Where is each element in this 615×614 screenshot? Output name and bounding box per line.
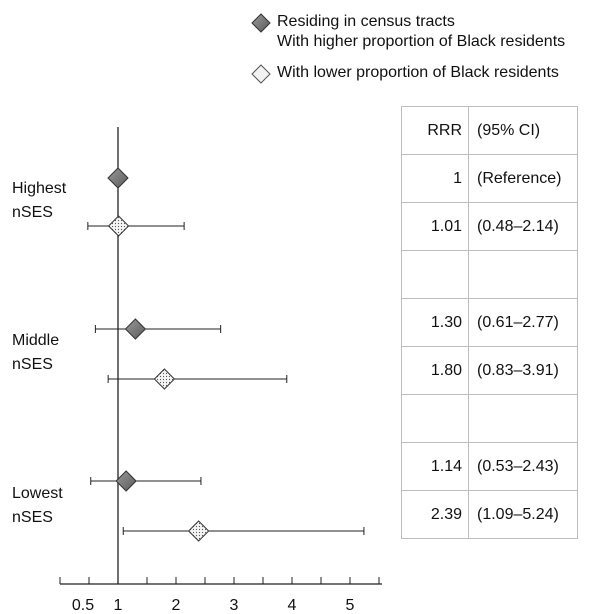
table-row: 1 (Reference) bbox=[401, 154, 578, 203]
legend-light-diamond bbox=[251, 64, 271, 84]
cell-rrr bbox=[401, 394, 469, 443]
table-row bbox=[401, 250, 578, 299]
cell-ci bbox=[468, 394, 578, 443]
group-label-highest-line2: nSES bbox=[12, 204, 53, 221]
cell-rrr: 1.80 bbox=[401, 346, 469, 395]
table-row: 1.14 (0.53–2.43) bbox=[401, 442, 578, 491]
cell-ci: (0.48–2.14) bbox=[468, 202, 578, 251]
table-header-row: RRR (95% CI) bbox=[401, 106, 578, 155]
group-label-middle: Middle nSES bbox=[12, 329, 59, 377]
x-tick-label: 2 bbox=[172, 597, 181, 614]
cell-ci: (1.09–5.24) bbox=[468, 490, 578, 539]
cell-ci: (0.83–3.91) bbox=[468, 346, 578, 395]
legend-label-higher-line1: Residing in census tracts bbox=[277, 13, 455, 30]
rrr-point-higher bbox=[115, 470, 137, 492]
group-label-highest: Highest nSES bbox=[12, 177, 66, 225]
cell-ci: (0.61–2.77) bbox=[468, 298, 578, 347]
rrr-point-lower bbox=[187, 520, 210, 542]
table-row: 1.80 (0.83–3.91) bbox=[401, 346, 578, 395]
x-axis: 0.5 1 2 3 4 5 bbox=[59, 127, 382, 614]
cell-ci bbox=[468, 250, 578, 299]
cell-ci: (0.53–2.43) bbox=[468, 442, 578, 491]
group-label-lowest: Lowest nSES bbox=[12, 482, 63, 530]
cell-rrr: 1.30 bbox=[401, 298, 469, 347]
light-diamond-icon bbox=[250, 63, 272, 85]
cell-rrr: 1.01 bbox=[401, 202, 469, 251]
legend: Residing in census tracts With higher pr… bbox=[250, 12, 565, 85]
legend-diamond-higher bbox=[251, 13, 271, 33]
cell-rrr bbox=[401, 250, 469, 299]
legend-label-higher-line2: With higher proportion of Black resident… bbox=[277, 33, 566, 50]
group-label-lowest-line2: nSES bbox=[12, 509, 53, 526]
table-row: 1.30 (0.61–2.77) bbox=[401, 298, 578, 347]
table-row: 1.01 (0.48–2.14) bbox=[401, 202, 578, 251]
plot-marks bbox=[87, 167, 365, 542]
table-row: 2.39 (1.09–5.24) bbox=[401, 490, 578, 539]
group-label-middle-line2: nSES bbox=[12, 356, 53, 373]
dark-diamond-icon bbox=[250, 12, 272, 34]
legend-diamond-lower bbox=[251, 64, 271, 84]
rrr-point-lower bbox=[153, 368, 176, 390]
x-tick-label: 1 bbox=[114, 597, 123, 614]
rrr-point-lower bbox=[107, 215, 130, 237]
header-ci: (95% CI) bbox=[468, 106, 578, 155]
group-label-highest-line1: Highest bbox=[12, 180, 67, 197]
cell-rrr: 2.39 bbox=[401, 490, 469, 539]
legend-dark-diamond bbox=[251, 13, 271, 33]
group-label-middle-line1: Middle bbox=[12, 332, 60, 349]
x-tick-label: 4 bbox=[288, 597, 297, 614]
legend-item-lower: With lower proportion of Black residents bbox=[250, 63, 565, 85]
rrr-point-higher bbox=[124, 318, 147, 340]
x-tick-label: 5 bbox=[346, 597, 355, 614]
group-label-lowest-line1: Lowest bbox=[12, 485, 63, 502]
rrr-table: RRR (95% CI) 1 (Reference) 1.01 (0.48–2.… bbox=[401, 106, 578, 539]
x-tick-label: 3 bbox=[230, 597, 239, 614]
x-tick-label: 0.5 bbox=[72, 597, 94, 614]
legend-label-lower: With lower proportion of Black residents bbox=[277, 64, 559, 81]
table-row bbox=[401, 394, 578, 443]
rrr-point-higher bbox=[107, 167, 129, 189]
header-rrr: RRR bbox=[401, 106, 469, 155]
cell-ci: (Reference) bbox=[468, 154, 578, 203]
legend-item-higher: Residing in census tracts With higher pr… bbox=[250, 12, 565, 52]
cell-rrr: 1.14 bbox=[401, 442, 469, 491]
cell-rrr: 1 bbox=[401, 154, 469, 203]
